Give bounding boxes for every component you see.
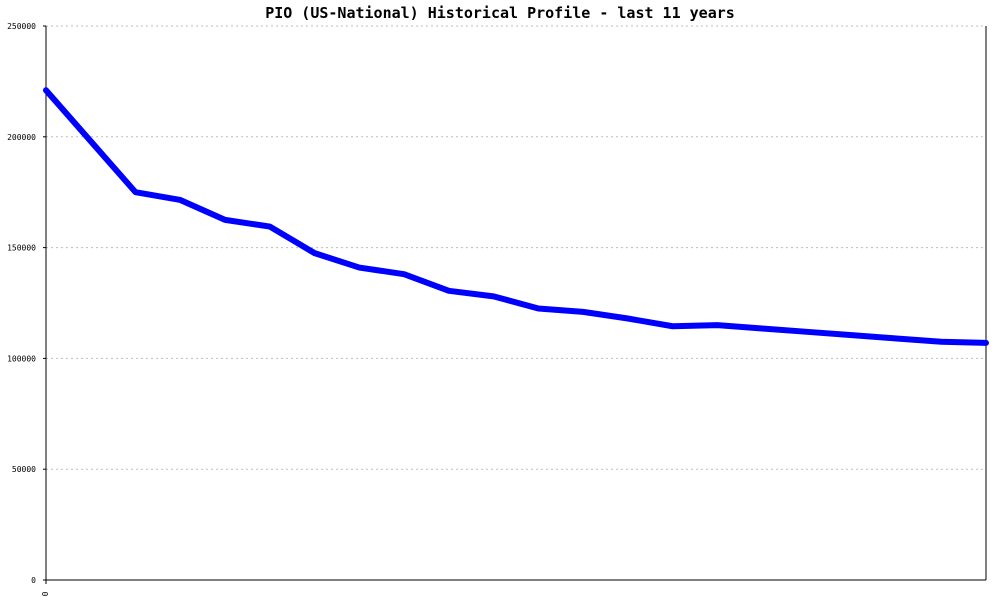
y-tick-label-100000: 100000 — [7, 354, 36, 363]
y-tick-label-0: 0 — [31, 576, 36, 585]
series-line-0 — [43, 87, 989, 346]
y-tick-label-200000: 200000 — [7, 133, 36, 142]
chart-title: PIO (US-National) Historical Profile - l… — [265, 4, 735, 22]
axes — [45, 26, 987, 581]
x-axis-ticks: 0 — [41, 580, 50, 596]
y-tick-label-150000: 150000 — [7, 244, 36, 253]
x-tick-label-0: 0 — [41, 591, 50, 596]
y-axis-ticks: 0 50000 100000 150000 200000 250000 — [7, 22, 46, 585]
y-tick-label-50000: 50000 — [12, 465, 36, 474]
series-layer — [43, 87, 989, 346]
y-tick-label-250000: 250000 — [7, 22, 36, 31]
grid-lines — [46, 25, 986, 470]
